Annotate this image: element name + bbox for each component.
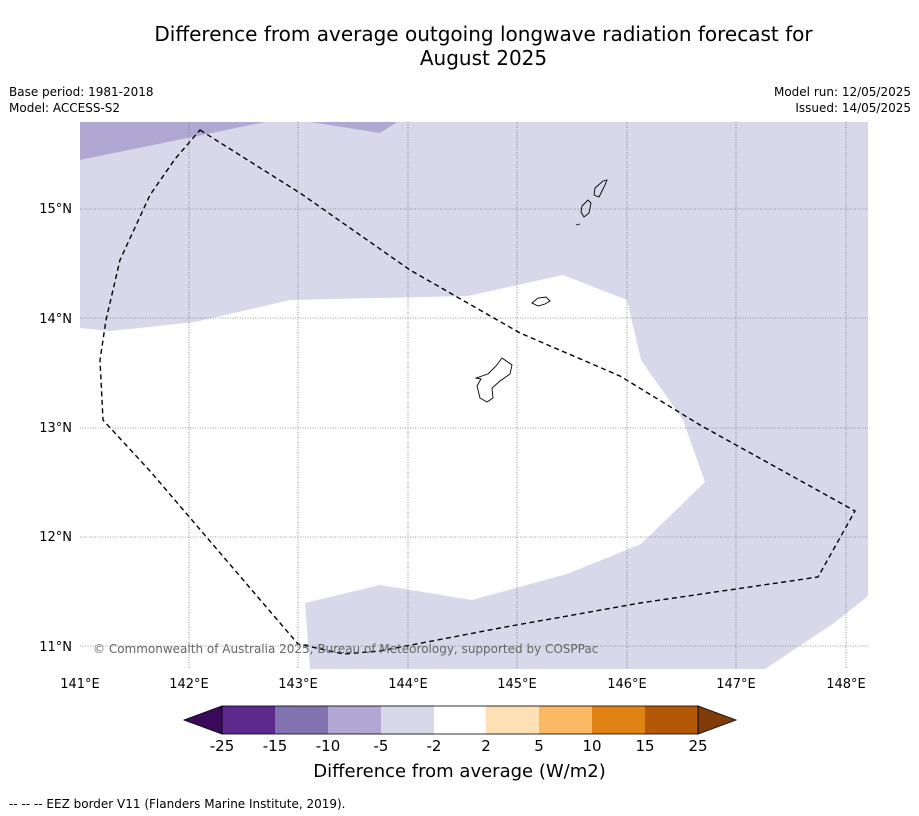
lon-axis: 141°E 142°E 143°E 144°E 145°E 146°E 147°… bbox=[60, 677, 866, 692]
colorbar-tick-label: -2 bbox=[427, 737, 442, 755]
colorbar-tick-label: -25 bbox=[210, 737, 235, 755]
anomaly-region-minus5-minus2 bbox=[80, 122, 868, 669]
colorbar-tick-label: 25 bbox=[688, 737, 707, 755]
anomaly-region-minus10-minus5-b bbox=[310, 122, 397, 133]
colorbar-swatch bbox=[275, 706, 328, 734]
colorbar-tick-label: 2 bbox=[481, 737, 491, 755]
gridlines bbox=[80, 122, 868, 669]
island-aguijan bbox=[575, 223, 581, 226]
colorbar-swatch bbox=[381, 706, 434, 734]
model-name: Model: ACCESS-S2 bbox=[9, 101, 121, 115]
colorbar-over-arrow bbox=[697, 705, 738, 735]
lat-tick-label: 13°N bbox=[39, 421, 72, 436]
base-period: Base period: 1981-2018 bbox=[9, 85, 154, 99]
anomaly-region-minus10-minus5 bbox=[80, 122, 265, 160]
colorbar-tick-label: 15 bbox=[635, 737, 654, 755]
colorbar-frame bbox=[221, 705, 699, 735]
colorbar-tick-label: -5 bbox=[374, 737, 389, 755]
meta-right: Model run: 12/05/2025 Issued: 14/05/2025 bbox=[774, 84, 911, 116]
colorbar-ticks: -25 -15 -10 -5 -2 2 5 10 15 25 bbox=[210, 737, 708, 755]
title-line-1: Difference from average outgoing longwav… bbox=[154, 22, 813, 46]
colorbar-tick-label: -15 bbox=[263, 737, 288, 755]
lon-tick-label: 143°E bbox=[278, 677, 318, 692]
lon-tick-label: 142°E bbox=[169, 677, 209, 692]
colorbar-tick-label: -10 bbox=[316, 737, 341, 755]
island-rota bbox=[531, 296, 551, 307]
lat-tick-label: 15°N bbox=[39, 202, 72, 217]
colorbar-title: Difference from average (W/m2) bbox=[313, 761, 606, 782]
lon-tick-label: 147°E bbox=[716, 677, 756, 692]
issued-date: Issued: 14/05/2025 bbox=[795, 101, 911, 115]
lat-tick-label: 11°N bbox=[39, 640, 72, 655]
lon-tick-label: 146°E bbox=[607, 677, 647, 692]
colorbar-under-arrow bbox=[182, 705, 223, 735]
colorbar-swatch bbox=[328, 706, 381, 734]
map-area: © Commonwealth of Australia 2025, Bureau… bbox=[80, 122, 868, 669]
colorbar-tick-label: 10 bbox=[582, 737, 601, 755]
colorbar: -25 -15 -10 -5 -2 2 5 10 15 25 bbox=[182, 705, 738, 755]
lon-tick-label: 145°E bbox=[497, 677, 537, 692]
colorbar-swatch bbox=[592, 706, 645, 734]
island-saipan bbox=[593, 179, 608, 198]
island-outlines bbox=[474, 179, 608, 403]
colorbar-swatch bbox=[539, 706, 592, 734]
island-guam bbox=[474, 357, 513, 403]
meta-left: Base period: 1981-2018 Model: ACCESS-S2 bbox=[9, 84, 154, 116]
title-line-2: August 2025 bbox=[419, 46, 548, 70]
copyright-notice: © Commonwealth of Australia 2025, Bureau… bbox=[93, 642, 598, 656]
colorbar-swatch bbox=[222, 706, 275, 734]
eez-legend-note: -- -- -- EEZ border V11 (Flanders Marine… bbox=[9, 797, 346, 811]
chart-title: Difference from average outgoing longwav… bbox=[0, 22, 919, 70]
lon-tick-label: 148°E bbox=[826, 677, 866, 692]
lat-axis: 15°N 14°N 13°N 12°N 11°N bbox=[39, 202, 72, 655]
model-run: Model run: 12/05/2025 bbox=[773, 85, 911, 99]
lat-tick-label: 12°N bbox=[39, 530, 72, 545]
colorbar-tick-label: 5 bbox=[534, 737, 544, 755]
colorbar-swatch bbox=[486, 706, 539, 734]
lon-tick-label: 144°E bbox=[388, 677, 428, 692]
eez-border bbox=[99, 129, 856, 655]
lon-tick-label: 141°E bbox=[60, 677, 100, 692]
colorbar-swatch bbox=[434, 706, 486, 734]
island-tinian bbox=[580, 199, 592, 218]
lat-tick-label: 14°N bbox=[39, 312, 72, 327]
colorbar-swatch bbox=[645, 706, 698, 734]
